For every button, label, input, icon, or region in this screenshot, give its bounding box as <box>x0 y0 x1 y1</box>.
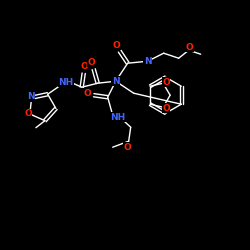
Text: O: O <box>162 78 170 87</box>
Text: O: O <box>186 43 194 52</box>
Text: NH: NH <box>58 78 73 87</box>
Text: O: O <box>113 41 120 50</box>
Text: N: N <box>144 57 152 66</box>
Text: N: N <box>27 92 34 101</box>
Text: O: O <box>124 143 132 152</box>
Text: O: O <box>84 89 92 98</box>
Text: O: O <box>24 110 32 118</box>
Text: NH: NH <box>110 113 125 122</box>
Text: O: O <box>162 104 170 113</box>
Text: O: O <box>81 62 88 71</box>
Text: N: N <box>112 77 120 86</box>
Text: O: O <box>88 58 96 67</box>
